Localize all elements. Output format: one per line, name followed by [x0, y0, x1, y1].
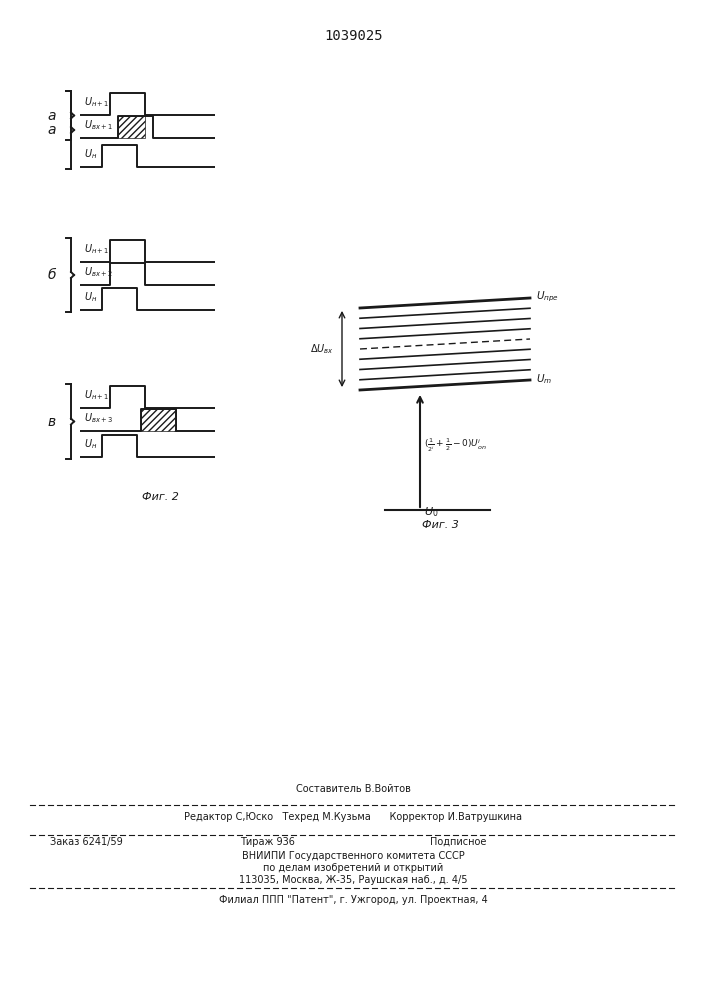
Text: $U_{вх+3}$: $U_{вх+3}$: [84, 411, 113, 425]
Text: $U_{н}$: $U_{н}$: [84, 290, 98, 304]
Text: Фиг. 3: Фиг. 3: [421, 520, 458, 530]
Text: Филиал ППП "Патент", г. Ужгород, ул. Проектная, 4: Филиал ППП "Патент", г. Ужгород, ул. Про…: [218, 895, 487, 905]
Text: по делам изобретений и открытий: по делам изобретений и открытий: [263, 863, 443, 873]
Text: $U_{н}$: $U_{н}$: [84, 147, 98, 161]
Text: Заказ 6241/59: Заказ 6241/59: [50, 837, 123, 847]
Bar: [118, 116, 145, 138]
Text: a: a: [47, 108, 56, 122]
Text: $U_{н}$: $U_{н}$: [84, 437, 98, 451]
Text: $(\frac{1}{2^i}+\frac{1}{2}-0)U_{on}^i$: $(\frac{1}{2^i}+\frac{1}{2}-0)U_{on}^i$: [424, 436, 486, 454]
Text: Тираж 936: Тираж 936: [240, 837, 295, 847]
Text: $\Delta U_{вх}$: $\Delta U_{вх}$: [310, 342, 334, 356]
Text: $U_{н+1}$: $U_{н+1}$: [84, 242, 110, 256]
Text: $U_{пре}$: $U_{пре}$: [536, 290, 559, 304]
Text: Редактор С,Юско   Техред М.Кузьма      Корректор И.Ватрушкина: Редактор С,Юско Техред М.Кузьма Корректо…: [184, 812, 522, 822]
Text: Фиг. 2: Фиг. 2: [141, 492, 178, 502]
Text: $U_{вх+2}$: $U_{вх+2}$: [84, 265, 113, 279]
Text: Подписное: Подписное: [430, 837, 486, 847]
Text: $U_{вх+1}$: $U_{вх+1}$: [84, 118, 113, 132]
Text: в: в: [48, 414, 56, 428]
Text: б: б: [47, 268, 56, 282]
Bar: [141, 409, 176, 431]
Text: a: a: [47, 123, 56, 137]
Text: 113035, Москва, Ж-35, Раушская наб., д. 4/5: 113035, Москва, Ж-35, Раушская наб., д. …: [239, 875, 467, 885]
Text: $U_{н+1}$: $U_{н+1}$: [84, 95, 110, 109]
Text: $U_{m}$: $U_{m}$: [536, 372, 552, 386]
Text: $U_{н+1}$: $U_{н+1}$: [84, 388, 110, 402]
Text: ВНИИПИ Государственного комитета СССР: ВНИИПИ Государственного комитета СССР: [242, 851, 464, 861]
Text: 1039025: 1039025: [325, 29, 383, 43]
Text: $U_0$: $U_0$: [424, 505, 438, 519]
Text: Составитель В.Войтов: Составитель В.Войтов: [296, 784, 411, 794]
